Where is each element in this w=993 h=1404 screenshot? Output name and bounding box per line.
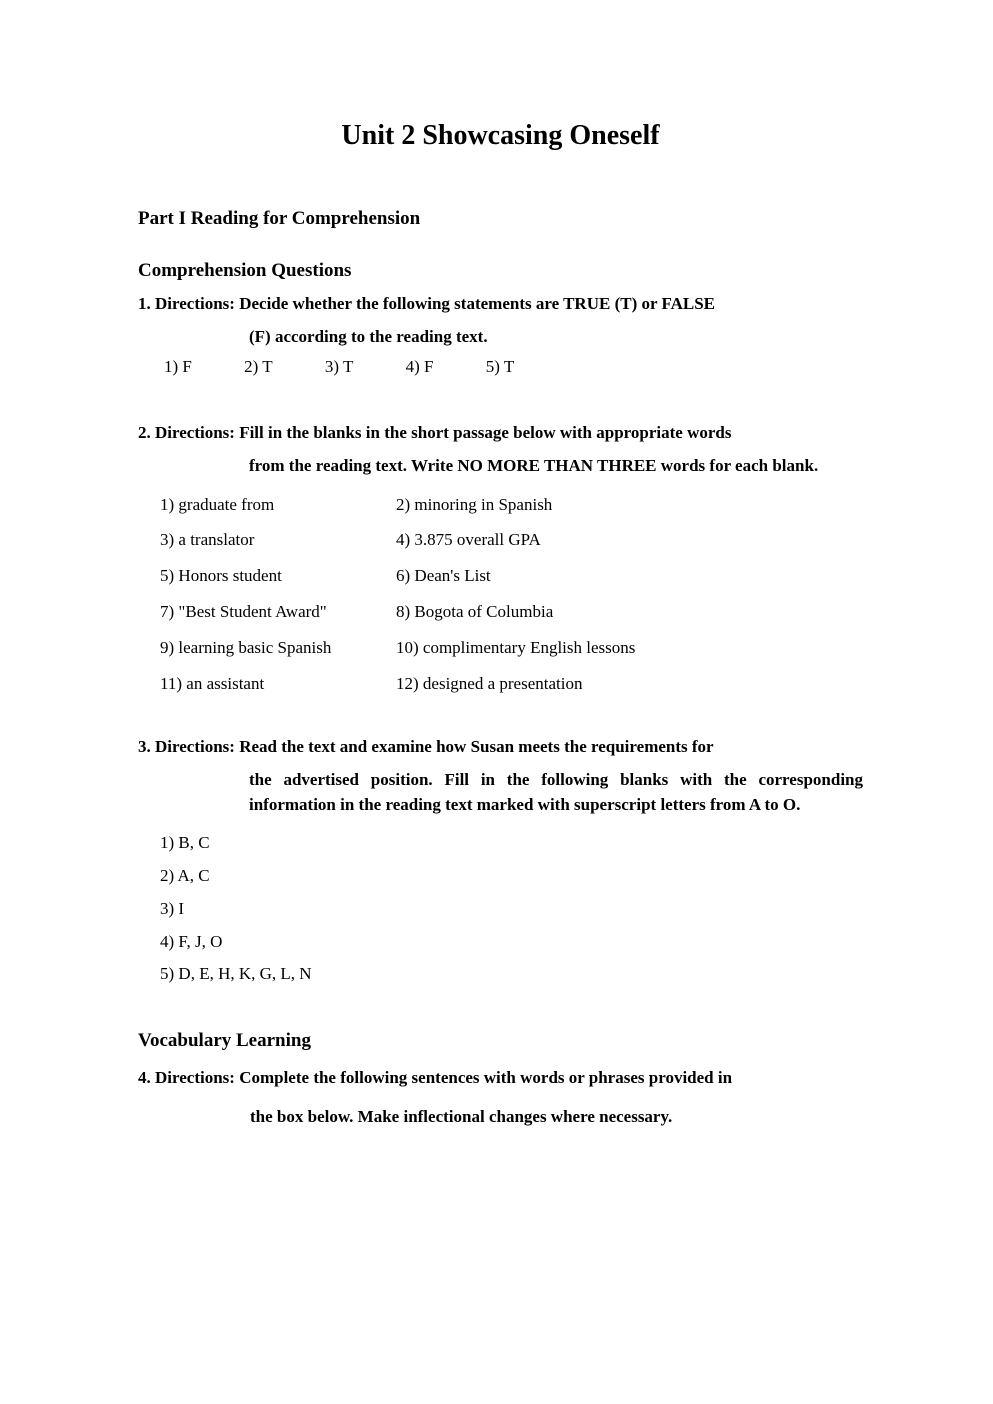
q2-answer: 9) learning basic Spanish bbox=[160, 636, 396, 660]
q2-row: 9) learning basic Spanish 10) compliment… bbox=[160, 636, 863, 660]
q3-answers-block: 1) B, C 2) A, C 3) I 4) F, J, O 5) D, E,… bbox=[138, 831, 863, 986]
q3-directions-line1: 3. Directions: Read the text and examine… bbox=[138, 735, 863, 760]
q2-answer: 4) 3.875 overall GPA bbox=[396, 528, 863, 552]
q3-answer: 5) D, E, H, K, G, L, N bbox=[160, 962, 863, 986]
q1-answer-item: 5) T bbox=[486, 357, 515, 377]
q2-row: 1) graduate from 2) minoring in Spanish bbox=[160, 493, 863, 517]
q2-answer: 5) Honors student bbox=[160, 564, 396, 588]
q2-answer: 8) Bogota of Columbia bbox=[396, 600, 863, 624]
q3-directions-line2: the advertised position. Fill in the fol… bbox=[138, 768, 863, 817]
document-title: Unit 2 Showcasing Oneself bbox=[138, 120, 863, 152]
q1-answer-item: 3) T bbox=[325, 357, 354, 377]
q2-answer: 6) Dean's List bbox=[396, 564, 863, 588]
q3-answer: 2) A, C bbox=[160, 864, 863, 888]
q2-answers-block: 1) graduate from 2) minoring in Spanish … bbox=[138, 493, 863, 696]
q1-directions-line1: 1. Directions: Decide whether the follow… bbox=[138, 292, 863, 317]
q2-row: 7) "Best Student Award" 8) Bogota of Col… bbox=[160, 600, 863, 624]
q4-directions-line1: 4. Directions: Complete the following se… bbox=[138, 1066, 863, 1091]
vocabulary-heading: Vocabulary Learning bbox=[138, 1030, 863, 1052]
comprehension-heading: Comprehension Questions bbox=[138, 260, 863, 282]
q1-answer-item: 4) F bbox=[406, 357, 434, 377]
q2-row: 11) an assistant 12) designed a presenta… bbox=[160, 672, 863, 696]
q2-answer: 1) graduate from bbox=[160, 493, 396, 517]
q2-row: 3) a translator 4) 3.875 overall GPA bbox=[160, 528, 863, 552]
q2-answer: 3) a translator bbox=[160, 528, 396, 552]
q1-directions-line2: (F) according to the reading text. bbox=[138, 325, 863, 350]
q3-answer: 3) I bbox=[160, 897, 863, 921]
q1-answer-item: 2) T bbox=[244, 357, 273, 377]
q2-answer: 11) an assistant bbox=[160, 672, 396, 696]
q2-answer: 2) minoring in Spanish bbox=[396, 493, 863, 517]
q2-directions-line1: 2. Directions: Fill in the blanks in the… bbox=[138, 421, 863, 446]
q2-answer: 10) complimentary English lessons bbox=[396, 636, 863, 660]
q1-answer-item: 1) F bbox=[164, 357, 192, 377]
q2-row: 5) Honors student 6) Dean's List bbox=[160, 564, 863, 588]
q1-answers-row: 1) F 2) T 3) T 4) F 5) T bbox=[138, 357, 863, 377]
q3-answer: 4) F, J, O bbox=[160, 930, 863, 954]
part-heading: Part I Reading for Comprehension bbox=[138, 208, 863, 230]
q2-answer: 12) designed a presentation bbox=[396, 672, 863, 696]
q4-directions-line2: the box below. Make inflectional changes… bbox=[138, 1099, 863, 1135]
q2-directions-line2: from the reading text. Write NO MORE THA… bbox=[138, 454, 863, 479]
q3-answer: 1) B, C bbox=[160, 831, 863, 855]
q2-answer: 7) "Best Student Award" bbox=[160, 600, 396, 624]
